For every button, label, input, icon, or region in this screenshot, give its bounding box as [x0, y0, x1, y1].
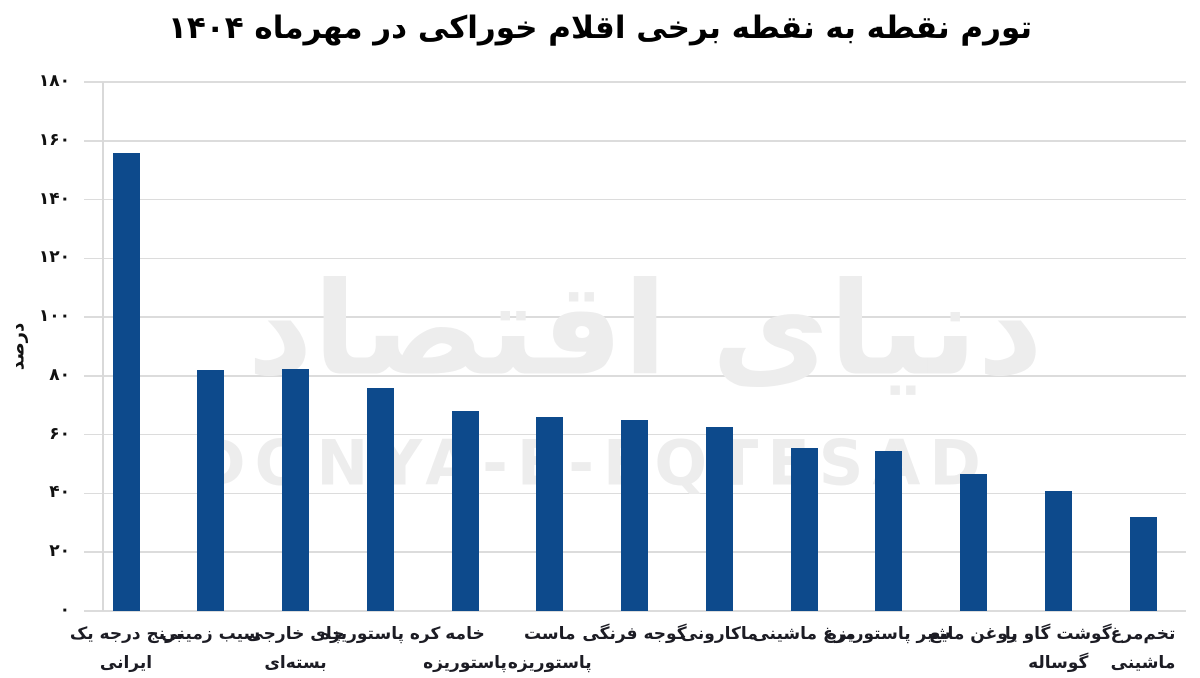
x-category-label: کره پاستوریزه — [320, 624, 441, 644]
bar — [790, 447, 818, 611]
y-tick-label: ۰ — [59, 600, 70, 620]
gridline-100 — [84, 316, 1186, 318]
x-category-label: چای خارجی بسته‌ای — [246, 624, 345, 673]
x-category-label: ماکارونی — [680, 624, 758, 644]
x-category-label: خامه پاستوریزه — [423, 624, 507, 673]
bar — [197, 370, 225, 611]
bar — [875, 450, 903, 611]
bar — [536, 417, 564, 611]
bar — [366, 387, 394, 611]
bar — [960, 474, 987, 611]
gridline-160 — [84, 140, 1186, 142]
y-tick-label: ۱۰۰ — [38, 306, 70, 327]
y-axis-title: درصد — [7, 322, 29, 371]
x-category-label: گوجه فرنگی — [582, 624, 687, 644]
y-axis-line — [102, 82, 104, 611]
x-category-label: شیر پاستوریزه — [826, 624, 951, 644]
bar — [282, 368, 309, 611]
x-category-label: روغن مایع — [929, 624, 1018, 644]
x-category-label: برنج درجه یک ایرانی — [69, 624, 183, 673]
y-tick-label: ۱۴۰ — [38, 188, 70, 209]
gridline-0 — [84, 610, 1186, 612]
gridline-140 — [84, 198, 1186, 201]
x-category-label: گوشت گاو یا گوساله — [1004, 624, 1112, 673]
x-category-label: تخم‌مرغ ماشینی — [1110, 624, 1176, 673]
x-category-label: سیب زمینی — [161, 624, 261, 644]
x-category-label: ماست پاستوریزه — [507, 624, 592, 673]
bar — [1129, 516, 1157, 611]
bar — [705, 427, 733, 611]
bar — [1044, 490, 1072, 611]
y-tick-label: ۶۰ — [49, 423, 70, 444]
gridline-180 — [84, 81, 1186, 83]
watermark-text-en: DONYA-E-EQTESAD — [194, 426, 990, 500]
y-tick-label: ۴۰ — [49, 482, 70, 503]
bar — [451, 411, 479, 611]
bar — [112, 153, 140, 611]
gridline-120 — [84, 257, 1186, 260]
y-tick-label: ۱۶۰ — [38, 129, 70, 150]
y-tick-label: ۲۰ — [49, 541, 70, 562]
y-tick-label: ۱۸۰ — [38, 71, 70, 91]
gridline-80 — [84, 375, 1186, 377]
watermark-logo-fa: دنیای اقتصاد — [247, 255, 1043, 405]
bar — [621, 419, 648, 611]
chart-title: تورم نقطه به نقطه برخی اقلام خوراکی در م… — [167, 10, 1033, 46]
x-category-label: مرغ ماشینی — [752, 624, 856, 644]
y-tick-label: ۱۲۰ — [38, 247, 70, 268]
y-tick-label: ۸۰ — [49, 364, 70, 385]
